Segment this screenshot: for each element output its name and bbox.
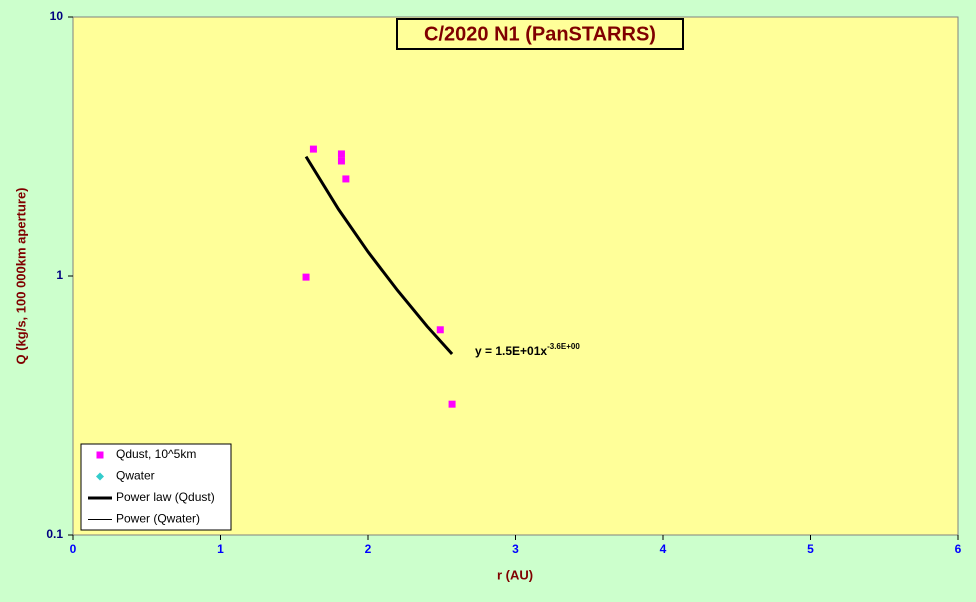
- y-tick-label: 0.1: [46, 527, 63, 541]
- x-tick-label: 5: [807, 542, 814, 556]
- x-tick-label: 2: [365, 542, 372, 556]
- data-point: [337, 157, 345, 165]
- legend-label: Power law (Qdust): [116, 490, 215, 504]
- data-point: [342, 175, 350, 183]
- equation-exponent: -3.6E+00: [547, 342, 580, 351]
- title-box: [396, 18, 684, 50]
- x-tick-label: 6: [955, 542, 962, 556]
- data-point: [448, 400, 456, 408]
- y-tick-label: 1: [56, 268, 63, 282]
- x-tick-label: 4: [660, 542, 667, 556]
- chart-title: C/2020 N1 (PanSTARRS): [424, 23, 656, 45]
- x-tick-label: 3: [512, 542, 519, 556]
- data-point: [337, 150, 345, 158]
- y-axis-label: Q (kg/s, 100 000km aperture): [13, 187, 28, 364]
- legend-label: Qdust, 10^5km: [116, 447, 196, 461]
- legend-swatch: [96, 472, 104, 481]
- x-axis-label: r (AU): [497, 567, 533, 582]
- legend-label: Qwater: [116, 469, 155, 483]
- x-tick-label: 1: [217, 542, 224, 556]
- trendline-equation: y = 1.5E+01x-3.6E+00: [475, 342, 580, 358]
- trendline: [304, 155, 454, 355]
- legend-box: [80, 443, 232, 531]
- data-point: [302, 273, 310, 281]
- data-point: [436, 326, 444, 334]
- data-point: [309, 145, 317, 153]
- y-tick-label: 10: [50, 9, 64, 23]
- equation-text: y = 1.5E+01x: [475, 344, 547, 358]
- legend-label: Power (Qwater): [116, 512, 200, 526]
- x-tick-label: 0: [70, 542, 77, 556]
- legend-swatch: [96, 451, 104, 459]
